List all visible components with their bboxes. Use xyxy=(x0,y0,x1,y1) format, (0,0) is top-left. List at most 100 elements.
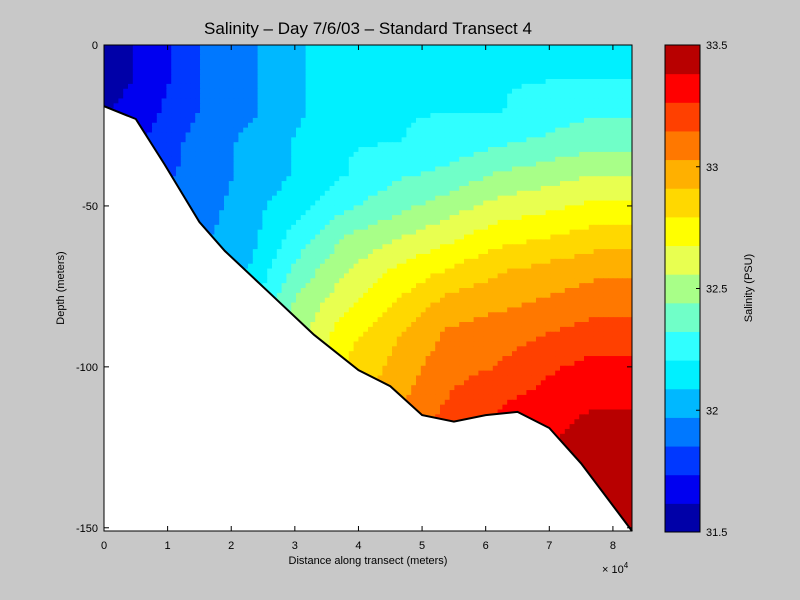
salinity-cell xyxy=(545,59,551,66)
salinity-cell xyxy=(344,127,350,134)
salinity-cell xyxy=(238,258,244,265)
salinity-cell xyxy=(555,59,561,66)
salinity-cell xyxy=(579,98,585,104)
salinity-cell xyxy=(190,132,196,138)
salinity-cell xyxy=(281,181,287,187)
salinity-cell xyxy=(444,142,451,148)
salinity-cell xyxy=(262,210,268,216)
salinity-cell xyxy=(492,244,499,250)
salinity-cell xyxy=(142,64,148,70)
salinity-cell xyxy=(507,108,513,114)
salinity-cell xyxy=(459,103,465,109)
salinity-cell xyxy=(526,229,532,236)
salinity-cell xyxy=(406,244,412,250)
salinity-cell xyxy=(440,161,446,168)
salinity-cell xyxy=(171,59,177,66)
salinity-cell xyxy=(224,88,230,95)
salinity-cell xyxy=(579,64,585,70)
salinity-cell xyxy=(291,244,297,250)
salinity-cell xyxy=(252,83,259,90)
salinity-cell xyxy=(430,176,436,182)
salinity-cell xyxy=(267,147,273,153)
salinity-cell xyxy=(425,166,431,172)
salinity-cell xyxy=(516,171,523,177)
salinity-cell xyxy=(344,249,350,255)
salinity-cell xyxy=(540,88,547,95)
salinity-cell xyxy=(281,161,287,168)
salinity-cell xyxy=(387,79,393,85)
salinity-cell xyxy=(468,239,475,245)
salinity-cell xyxy=(180,54,187,61)
salinity-cell xyxy=(291,98,297,104)
salinity-cell xyxy=(550,258,556,265)
salinity-cell xyxy=(411,166,417,172)
salinity-cell xyxy=(248,239,254,245)
salinity-cell xyxy=(416,69,422,75)
salinity-cell xyxy=(435,49,441,56)
salinity-cell xyxy=(372,103,379,109)
salinity-cell xyxy=(526,142,532,148)
salinity-cell xyxy=(454,210,460,216)
salinity-cell xyxy=(339,74,345,80)
salinity-cell xyxy=(320,195,326,202)
salinity-cell xyxy=(185,45,191,51)
salinity-cell xyxy=(516,132,523,138)
salinity-cell xyxy=(430,215,436,221)
salinity-cell xyxy=(392,74,398,80)
salinity-cell xyxy=(598,224,604,231)
salinity-cell xyxy=(555,79,561,85)
salinity-cell xyxy=(104,45,110,51)
salinity-cell xyxy=(459,219,465,226)
salinity-cell xyxy=(276,215,283,221)
salinity-cell xyxy=(281,147,287,153)
salinity-cell xyxy=(502,244,508,250)
salinity-cell xyxy=(603,253,609,260)
salinity-cell xyxy=(228,185,235,192)
salinity-cell xyxy=(262,137,268,143)
salinity-cell xyxy=(411,88,417,95)
salinity-cell xyxy=(377,83,383,90)
salinity-cell xyxy=(497,210,503,216)
salinity-cell xyxy=(488,64,494,70)
salinity-cell xyxy=(238,49,244,56)
salinity-cell xyxy=(521,166,527,172)
salinity-cell xyxy=(238,59,244,66)
salinity-cell xyxy=(497,147,503,153)
salinity-cell xyxy=(204,54,211,61)
salinity-cell xyxy=(411,219,417,226)
salinity-cell xyxy=(305,45,311,51)
salinity-cell xyxy=(348,127,355,134)
salinity-cell xyxy=(195,103,201,109)
salinity-cell xyxy=(512,200,518,206)
salinity-cell xyxy=(464,147,470,153)
salinity-cell xyxy=(387,142,393,148)
salinity-cell xyxy=(123,64,129,70)
salinity-cell xyxy=(406,117,412,124)
salinity-cell xyxy=(430,93,436,100)
salinity-cell xyxy=(305,64,311,70)
salinity-cell xyxy=(416,219,422,226)
salinity-cell xyxy=(296,176,302,182)
salinity-cell xyxy=(622,79,628,85)
salinity-cell xyxy=(161,108,167,114)
salinity-cell xyxy=(564,219,571,226)
salinity-cell xyxy=(564,210,571,216)
salinity-cell xyxy=(507,93,513,100)
salinity-cell xyxy=(358,49,364,56)
salinity-cell xyxy=(339,171,345,177)
salinity-cell xyxy=(612,156,619,163)
salinity-cell xyxy=(588,147,595,153)
salinity-cell xyxy=(478,147,484,153)
salinity-cell xyxy=(420,156,427,163)
salinity-cell xyxy=(305,195,311,202)
salinity-cell xyxy=(512,54,518,61)
salinity-cell xyxy=(262,166,268,172)
salinity-cell xyxy=(488,210,494,216)
salinity-cell xyxy=(128,74,134,80)
salinity-cell xyxy=(516,117,523,124)
salinity-cell xyxy=(392,166,398,172)
salinity-cell xyxy=(396,83,403,90)
salinity-cell xyxy=(512,244,518,250)
salinity-cell xyxy=(180,147,187,153)
salinity-cell xyxy=(593,142,599,148)
